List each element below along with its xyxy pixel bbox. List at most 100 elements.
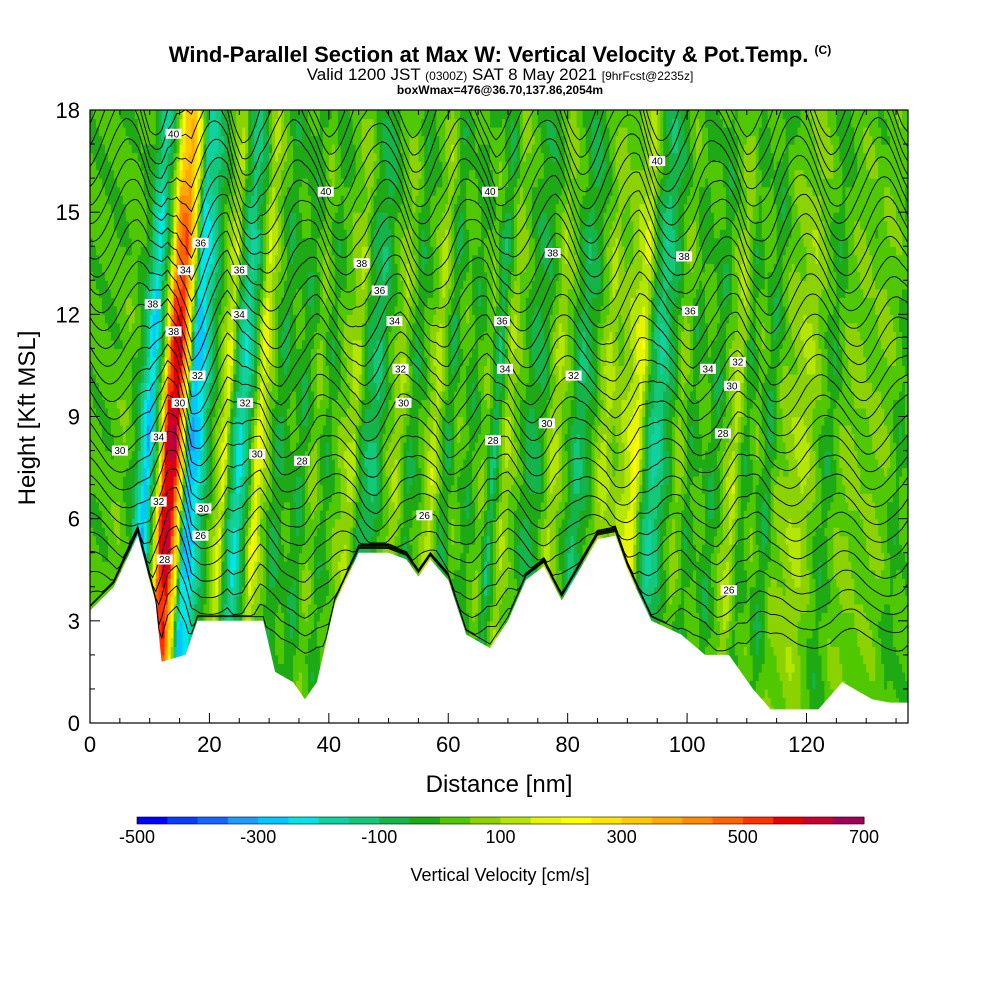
velocity-cell (122, 399, 127, 409)
velocity-cell (155, 390, 160, 401)
velocity-cell (155, 510, 160, 520)
velocity-cell (131, 297, 136, 307)
velocity-cell (155, 305, 160, 315)
velocity-cell (125, 280, 130, 290)
velocity-cell (149, 203, 154, 213)
velocity-cell (90, 195, 94, 205)
velocity-cell (170, 569, 175, 579)
velocity-cell (170, 433, 175, 443)
velocity-cell (179, 603, 184, 613)
velocity-cell (134, 263, 139, 273)
velocity-cell (98, 322, 103, 332)
velocity-cell (122, 280, 127, 290)
velocity-cell (167, 263, 172, 273)
velocity-cell (113, 305, 118, 315)
velocity-cell (116, 518, 121, 528)
velocity-cell (90, 161, 94, 171)
velocity-cell (182, 612, 187, 622)
velocity-cell (167, 654, 172, 664)
velocity-cell (95, 510, 100, 520)
velocity-cell (173, 510, 178, 520)
velocity-cell (131, 382, 136, 392)
velocity-cell (146, 178, 151, 188)
velocity-cell (176, 578, 181, 588)
velocity-cell (155, 237, 160, 247)
velocity-cell (161, 271, 166, 281)
velocity-cell (143, 450, 148, 460)
velocity-cell (149, 237, 154, 247)
velocity-cell (170, 135, 175, 145)
velocity-cell (134, 186, 139, 196)
velocity-cell (170, 297, 175, 307)
velocity-cell (95, 484, 100, 494)
velocity-cell (131, 365, 136, 375)
velocity-cell (98, 288, 103, 298)
velocity-cell (131, 459, 136, 469)
velocity-cell (140, 135, 145, 145)
velocity-cell (110, 322, 115, 332)
velocity-cell (107, 254, 112, 264)
velocity-cell (170, 178, 175, 188)
velocity-cell (128, 416, 133, 426)
velocity-cell (104, 237, 109, 247)
velocity-cell (167, 637, 172, 647)
velocity-cell (176, 339, 181, 349)
velocity-cell (158, 305, 163, 315)
velocity-cell (95, 493, 100, 503)
velocity-cell (179, 535, 184, 545)
velocity-cell (101, 493, 106, 503)
velocity-cell (92, 433, 97, 443)
velocity-cell (158, 288, 163, 298)
velocity-cell (158, 476, 163, 486)
velocity-cell (152, 203, 157, 213)
velocity-cell (179, 195, 184, 205)
velocity-cell (104, 484, 109, 494)
velocity-cell (140, 288, 145, 298)
velocity-cell (170, 484, 175, 494)
chart-subtitle: Valid 1200 JST (0300Z) SAT 8 May 2021 [9… (0, 66, 1000, 84)
velocity-cell (164, 373, 169, 384)
velocity-cell (90, 254, 94, 264)
velocity-cell (140, 271, 145, 281)
velocity-cell (167, 407, 172, 418)
velocity-cell (164, 288, 169, 298)
velocity-cell (119, 212, 124, 222)
velocity-cell (125, 186, 130, 196)
velocity-cell (149, 280, 154, 290)
velocity-cell (107, 459, 112, 469)
velocity-cell (176, 365, 181, 375)
velocity-cell (155, 569, 160, 579)
velocity-cell (182, 467, 187, 477)
velocity-cell (119, 527, 124, 537)
velocity-cell (90, 518, 94, 528)
velocity-cell (143, 476, 148, 486)
velocity-cell (146, 152, 151, 162)
velocity-cell (90, 450, 94, 460)
velocity-cell (119, 339, 124, 349)
velocity-cell (116, 493, 121, 503)
velocity-cell (95, 144, 100, 154)
velocity-cell (134, 476, 139, 486)
velocity-cell (176, 152, 181, 162)
velocity-cell (95, 365, 100, 375)
velocity-cell (119, 493, 124, 503)
velocity-cell (164, 544, 169, 554)
velocity-cell (101, 578, 106, 588)
velocity-cell (104, 501, 109, 511)
velocity-cell (182, 382, 187, 392)
velocity-cell (176, 271, 181, 281)
velocity-cell (173, 339, 178, 349)
velocity-cell (95, 195, 100, 205)
velocity-cell (173, 586, 178, 596)
velocity-cell (137, 110, 142, 120)
velocity-cell (125, 476, 130, 486)
velocity-cell (164, 425, 169, 435)
velocity-cell (176, 510, 181, 520)
velocity-cell (92, 459, 97, 469)
velocity-cell (92, 322, 97, 332)
velocity-cell (119, 271, 124, 281)
velocity-cell (170, 578, 175, 588)
velocity-cell (176, 288, 181, 298)
velocity-cell (140, 501, 145, 511)
velocity-cell (134, 459, 139, 469)
